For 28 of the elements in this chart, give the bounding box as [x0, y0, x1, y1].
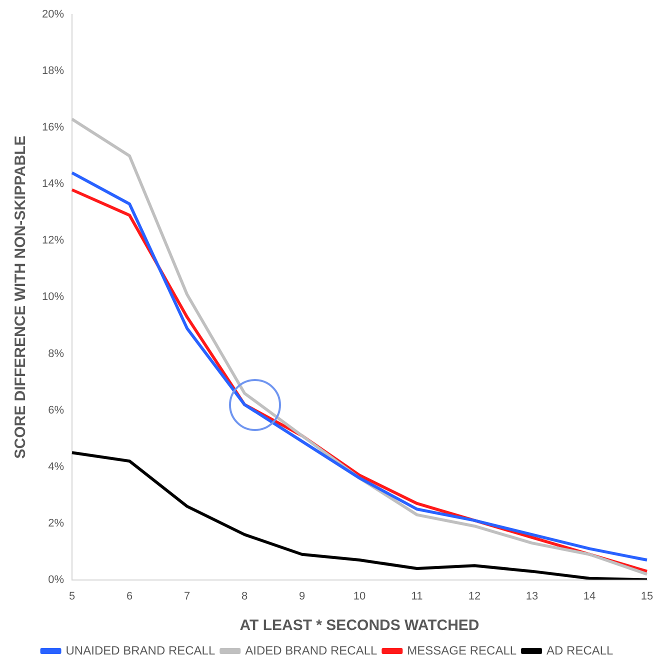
y-tick-label: 0% [48, 574, 64, 586]
y-tick-label: 14% [42, 178, 64, 190]
y-tick-label: 10% [42, 291, 64, 304]
x-axis-title: AT LEAST * SECONDS WATCHED [240, 617, 480, 634]
legend-label: MESSAGE RECALL [407, 643, 517, 658]
x-tick-label: 11 [411, 590, 423, 602]
x-tick-label: 13 [526, 590, 538, 602]
x-tick-label: 15 [640, 590, 654, 602]
y-tick-label: 2% [48, 517, 64, 530]
legend-label: AIDED BRAND RECALL [245, 643, 378, 658]
y-tick-label: 20% [42, 8, 64, 21]
y-tick-label: 6% [48, 404, 64, 416]
legend-label: UNAIDED BRAND RECALL [66, 643, 216, 658]
y-tick-label: 4% [48, 460, 64, 473]
x-tick-label: 6 [126, 590, 133, 602]
x-tick-label: 8 [241, 590, 248, 602]
x-tick-label: 14 [583, 590, 596, 602]
legend-label: AD RECALL [546, 643, 614, 658]
x-tick-label: 9 [298, 590, 306, 602]
x-tick-label: 10 [353, 590, 366, 602]
x-tick-label: 5 [68, 590, 76, 602]
y-tick-label: 18% [42, 65, 64, 78]
x-tick-label: 12 [468, 590, 481, 602]
y-tick-label: 12% [42, 234, 64, 247]
y-tick-label: 8% [48, 348, 64, 360]
y-axis-title: SCORE DIFFERENCE WITH NON-SKIPPABLE [12, 136, 30, 459]
y-tick-label: 16% [42, 122, 64, 134]
x-tick-label: 7 [184, 590, 190, 602]
